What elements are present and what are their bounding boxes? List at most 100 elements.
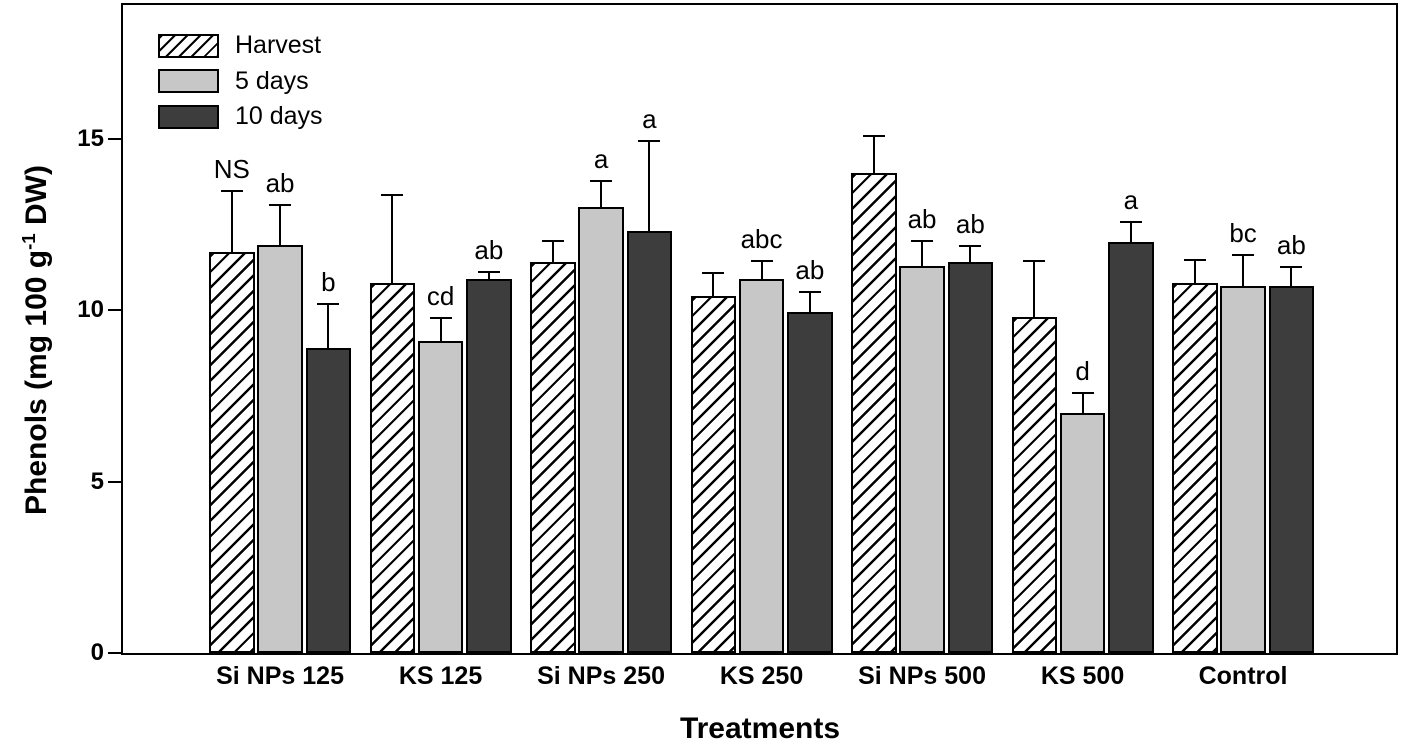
y-tick xyxy=(108,652,121,654)
bar-5-days-control xyxy=(1220,286,1266,653)
y-axis-title: Phenols (mg 100 g-1 DW) xyxy=(18,165,54,515)
bar-10-days-ks-125 xyxy=(466,279,512,653)
error-bar-cap xyxy=(911,239,934,242)
error-bar xyxy=(551,239,554,263)
y-axis-title-pre: Phenols (mg 100 g xyxy=(20,249,53,515)
y-tick-label: 5 xyxy=(90,467,104,495)
y-tick-label: 15 xyxy=(77,124,104,152)
error-bar-cap xyxy=(541,239,564,242)
x-category-label: Si NPs 125 xyxy=(216,662,344,690)
error-bar-cap xyxy=(1183,258,1206,261)
bar-5-days-ks-125 xyxy=(417,341,464,653)
error-bar xyxy=(327,303,330,348)
legend-item-10days: 10 days xyxy=(158,102,323,131)
error-bar-cap xyxy=(1071,392,1094,395)
significance-label: ab xyxy=(795,255,825,286)
error-bar xyxy=(1081,392,1084,413)
error-bar xyxy=(391,193,394,283)
bar-5-days-si-nps-500 xyxy=(899,265,945,653)
legend-label: Harvest xyxy=(235,31,322,59)
y-axis-title-post: DW) xyxy=(20,165,53,234)
legend-swatch-hatch xyxy=(158,33,219,58)
legend: Harvest 5 days 10 days xyxy=(158,31,323,131)
error-bar-cap xyxy=(638,140,661,143)
error-bar xyxy=(808,291,811,312)
bar-harvest-si-nps-250 xyxy=(530,262,576,653)
x-category-label: Si NPs 500 xyxy=(858,662,986,690)
significance-label: ab xyxy=(955,209,985,239)
error-bar-cap xyxy=(381,193,404,196)
legend-label: 10 days xyxy=(235,102,323,130)
y-tick xyxy=(108,309,121,312)
error-bar xyxy=(487,270,490,280)
plot-canvas: 0 5 10 15 NS ab b cd ab a a abc ab ab ab d a bc ab xyxy=(77,5,1396,665)
legend-swatch-dark-gray xyxy=(158,104,219,129)
error-bar-cap xyxy=(1023,260,1046,263)
bar-harvest-si-nps-125 xyxy=(209,251,255,653)
legend-item-5days: 5 days xyxy=(158,66,323,96)
y-tick-label: 0 xyxy=(90,639,104,666)
bar-10-days-si-nps-125 xyxy=(305,347,352,653)
x-axis-category-labels: Si NPs 125 KS 125 Si NPs 250 KS 250 Si NPs 5… xyxy=(123,664,1396,694)
x-category-label: Si NPs 250 xyxy=(537,662,665,690)
x-category-label: Control xyxy=(1198,662,1288,690)
significance-label: NS xyxy=(213,154,250,185)
x-category-label: KS 500 xyxy=(1040,662,1125,690)
bar-harvest-ks-125 xyxy=(369,282,415,653)
error-bar xyxy=(1033,260,1036,317)
bar-harvest-ks-500 xyxy=(1011,317,1057,653)
significance-label: ab xyxy=(474,234,504,265)
error-bar-cap xyxy=(269,203,292,206)
y-tick xyxy=(108,137,121,140)
error-bar-cap xyxy=(477,270,500,273)
error-bar xyxy=(872,135,875,173)
error-bar xyxy=(760,260,763,280)
error-bar-cap xyxy=(862,135,885,138)
error-bar-cap xyxy=(1119,221,1142,223)
bar-5-days-si-nps-125 xyxy=(257,245,303,653)
error-bar-cap xyxy=(1280,265,1303,268)
error-bar xyxy=(279,203,282,245)
error-bar-cap xyxy=(590,179,613,182)
bar-10-days-control xyxy=(1268,286,1315,653)
error-bar-cap xyxy=(220,190,243,193)
significance-label: bc xyxy=(1229,217,1257,248)
bar-5-days-ks-500 xyxy=(1059,413,1106,653)
significance-label: cd xyxy=(426,281,455,311)
significance-label: d xyxy=(1075,356,1090,387)
significance-label: ab xyxy=(1276,229,1306,260)
significance-label: a xyxy=(642,104,657,135)
error-bar-cap xyxy=(1232,253,1255,256)
bar-harvest-si-nps-500 xyxy=(851,173,897,653)
error-bar-cap xyxy=(429,317,452,319)
x-category-label: KS 250 xyxy=(719,662,804,690)
error-bar xyxy=(1242,253,1245,287)
x-axis-title: Treatments xyxy=(679,712,841,745)
significance-label: ab xyxy=(907,203,937,234)
significance-label: a xyxy=(593,143,609,174)
error-bar xyxy=(1129,221,1132,242)
error-bar xyxy=(439,317,442,341)
bar-10-days-ks-500 xyxy=(1108,241,1154,653)
y-axis-title-superscript: -1 xyxy=(18,233,39,250)
legend-label: 5 days xyxy=(235,66,309,95)
error-bar xyxy=(969,245,972,263)
error-bar-cap xyxy=(959,245,982,247)
error-bar xyxy=(712,272,715,297)
y-tick-label: 10 xyxy=(77,296,104,324)
bar-harvest-control xyxy=(1172,282,1218,653)
bar-5-days-ks-250 xyxy=(738,279,785,653)
error-bar xyxy=(600,179,603,208)
error-bar-cap xyxy=(750,260,773,263)
bar-harvest-ks-250 xyxy=(690,296,736,653)
bar-10-days-si-nps-500 xyxy=(947,262,994,653)
y-tick xyxy=(108,480,121,483)
bar-5-days-si-nps-250 xyxy=(578,207,624,653)
error-bar xyxy=(1193,258,1196,283)
legend-item-harvest: Harvest xyxy=(158,31,323,60)
error-bar-cap xyxy=(702,272,725,275)
error-bar xyxy=(230,190,233,252)
error-bar-cap xyxy=(317,303,340,306)
legend-swatch-light-gray xyxy=(158,69,219,94)
